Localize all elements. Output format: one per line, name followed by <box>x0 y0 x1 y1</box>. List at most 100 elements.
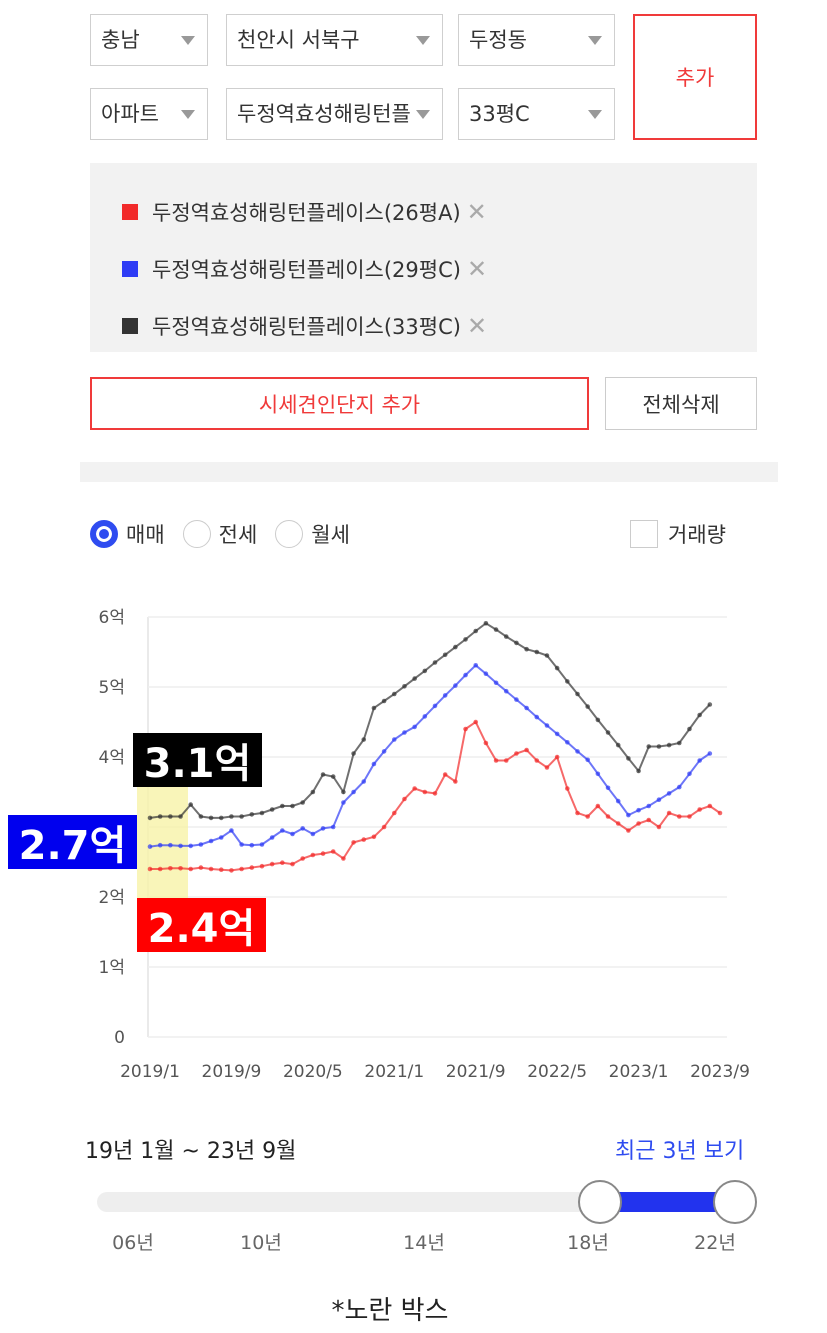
data-point <box>524 747 529 753</box>
tab-label[interactable]: 전세 <box>218 523 258 547</box>
slider-handle[interactable] <box>578 1180 622 1224</box>
data-point <box>269 807 275 812</box>
data-point <box>473 663 479 668</box>
data-point <box>676 784 682 790</box>
data-point <box>646 817 652 823</box>
annotation-label: 3.1억 <box>144 741 252 787</box>
legend-item: 두정역효성해링턴플레이스(26평A) ✕ <box>122 183 757 240</box>
dropdown[interactable]: 충남 <box>90 14 208 66</box>
data-point <box>524 705 529 711</box>
data-point <box>605 730 611 735</box>
data-point <box>707 751 713 756</box>
data-point <box>595 771 601 777</box>
data-point <box>575 749 580 754</box>
data-point <box>391 691 397 697</box>
data-point <box>280 828 285 833</box>
dropdown[interactable]: 두정동 <box>458 14 615 66</box>
radio-checked[interactable] <box>90 520 118 548</box>
data-point <box>585 814 590 819</box>
recent-button[interactable]: 최근 3년 보기 <box>615 1139 745 1164</box>
data-point <box>147 815 153 821</box>
data-point <box>544 765 550 770</box>
slider-tick-label: 18년 <box>567 1232 609 1254</box>
data-point <box>534 649 540 655</box>
y-tick-label: 2억 <box>99 888 125 908</box>
data-point <box>198 842 204 847</box>
data-point <box>626 812 631 818</box>
dropdown[interactable]: 33평C <box>458 88 615 140</box>
data-point <box>687 771 692 777</box>
y-tick-label: 5억 <box>99 678 125 698</box>
dropdown[interactable]: 두정역효성해링턴플 <box>226 88 443 140</box>
remove-button[interactable]: ✕ <box>466 254 488 283</box>
data-point <box>280 860 285 865</box>
data-point <box>605 785 611 791</box>
data-point <box>463 637 468 642</box>
series-line <box>149 622 711 819</box>
data-point <box>361 779 367 784</box>
add-button[interactable]: 추가 <box>633 14 757 140</box>
data-point <box>503 688 509 694</box>
volume-toggle[interactable]: 거래량 <box>630 519 726 549</box>
remove-button[interactable]: ✕ <box>466 197 487 226</box>
dropdown[interactable]: 천안시 서북구 <box>226 14 443 66</box>
radio[interactable] <box>275 520 304 548</box>
data-point <box>442 652 448 658</box>
data-point <box>432 660 438 665</box>
highlight-box <box>137 787 188 898</box>
data-point <box>656 824 662 830</box>
data-point <box>147 866 153 872</box>
data-point <box>341 800 346 805</box>
divider <box>80 462 778 482</box>
data-point <box>168 842 173 848</box>
data-point <box>218 815 224 821</box>
data-point <box>697 807 702 812</box>
data-point <box>412 786 417 791</box>
tab-label[interactable]: 월세 <box>311 523 350 547</box>
data-point <box>483 621 489 626</box>
data-point <box>483 740 489 746</box>
data-point <box>432 791 438 796</box>
data-point <box>198 865 204 870</box>
slider-tick-label: 06년 <box>112 1232 154 1254</box>
radio[interactable] <box>182 520 211 548</box>
delete-all-button[interactable]: 전체삭제 <box>605 377 757 430</box>
legend-item: 두정역효성해링턴플레이스(29평C) ✕ <box>122 240 757 297</box>
x-tick-label: 2020/5 <box>283 1062 343 1082</box>
data-point <box>422 714 428 719</box>
data-point <box>656 797 662 802</box>
x-tick-label: 2021/9 <box>446 1062 506 1082</box>
checkbox-label[interactable]: 거래량 <box>668 523 726 547</box>
data-point <box>422 789 428 795</box>
data-point <box>707 803 713 809</box>
data-point <box>514 751 519 756</box>
remove-button[interactable]: ✕ <box>466 311 488 340</box>
data-point <box>534 758 540 763</box>
data-point <box>514 697 519 702</box>
slider-tick-label: 22년 <box>694 1232 736 1254</box>
data-point <box>717 810 723 816</box>
slider-handle[interactable] <box>713 1180 757 1224</box>
legend-item: 두정역효성해링턴플레이스(33평C) ✕ <box>122 297 757 354</box>
data-point <box>402 796 407 802</box>
data-point <box>249 812 255 817</box>
data-point <box>463 672 468 678</box>
data-point <box>320 772 326 777</box>
tab-label[interactable]: 매매 <box>126 523 165 547</box>
data-point <box>666 742 672 748</box>
legend-label: 두정역효성해링턴플레이스(26평A) <box>152 200 461 225</box>
dropdown[interactable]: 아파트 <box>90 88 208 140</box>
checkbox[interactable] <box>630 520 658 548</box>
data-point <box>208 838 214 844</box>
data-point <box>453 779 458 784</box>
data-point <box>371 834 377 840</box>
data-point <box>585 757 590 763</box>
add-competitor-button[interactable]: 시세견인단지 추가 <box>90 377 589 430</box>
slider-tick-label: 10년 <box>240 1232 282 1254</box>
x-tick-label: 2019/1 <box>120 1062 180 1082</box>
data-point <box>351 789 356 795</box>
data-point <box>524 646 529 652</box>
data-point <box>239 814 244 819</box>
legend-label: 두정역효성해링턴플레이스(29평C) <box>152 257 461 282</box>
data-point <box>432 703 438 709</box>
